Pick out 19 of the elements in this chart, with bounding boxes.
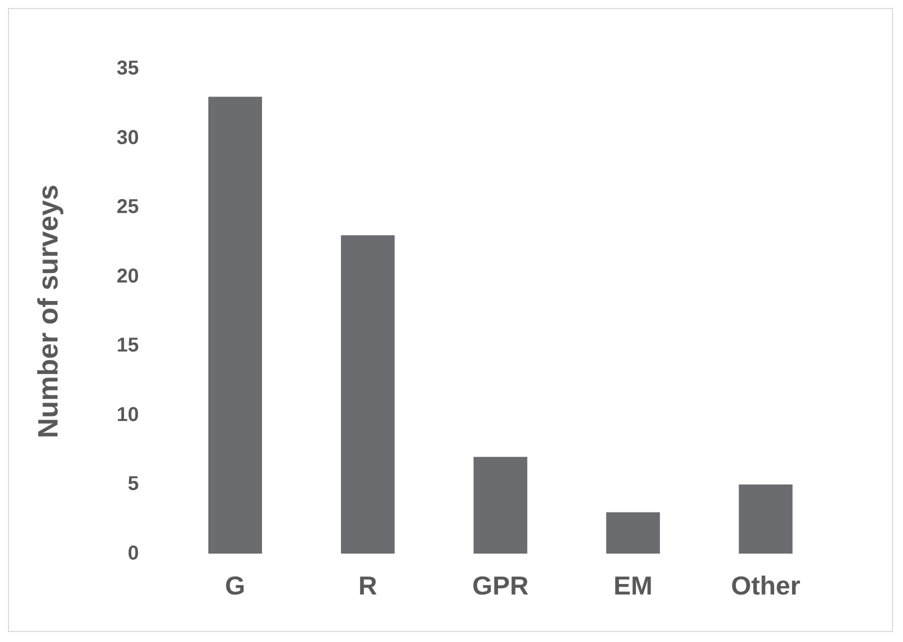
bar — [738, 484, 793, 554]
bar — [208, 96, 262, 554]
x-tick-label: GPR — [472, 570, 529, 601]
y-tick-label: 35 — [116, 58, 139, 80]
y-tick-label: 15 — [116, 334, 139, 357]
x-tick-label: Other — [731, 570, 800, 601]
y-tick-label: 20 — [116, 265, 139, 288]
y-tick-label: 25 — [116, 196, 139, 218]
x-tick-label: EM — [614, 570, 653, 601]
y-tick-label: 0 — [128, 542, 139, 564]
y-tick-label: 30 — [116, 126, 139, 149]
x-tick-label: G — [225, 570, 246, 601]
bar — [474, 456, 528, 554]
x-tick-label: R — [358, 570, 378, 601]
bar — [606, 512, 660, 554]
bar — [340, 235, 395, 554]
y-tick-label: 5 — [128, 473, 139, 496]
y-axis-title: Number of surveys — [32, 184, 64, 438]
y-tick-label: 10 — [116, 404, 139, 426]
